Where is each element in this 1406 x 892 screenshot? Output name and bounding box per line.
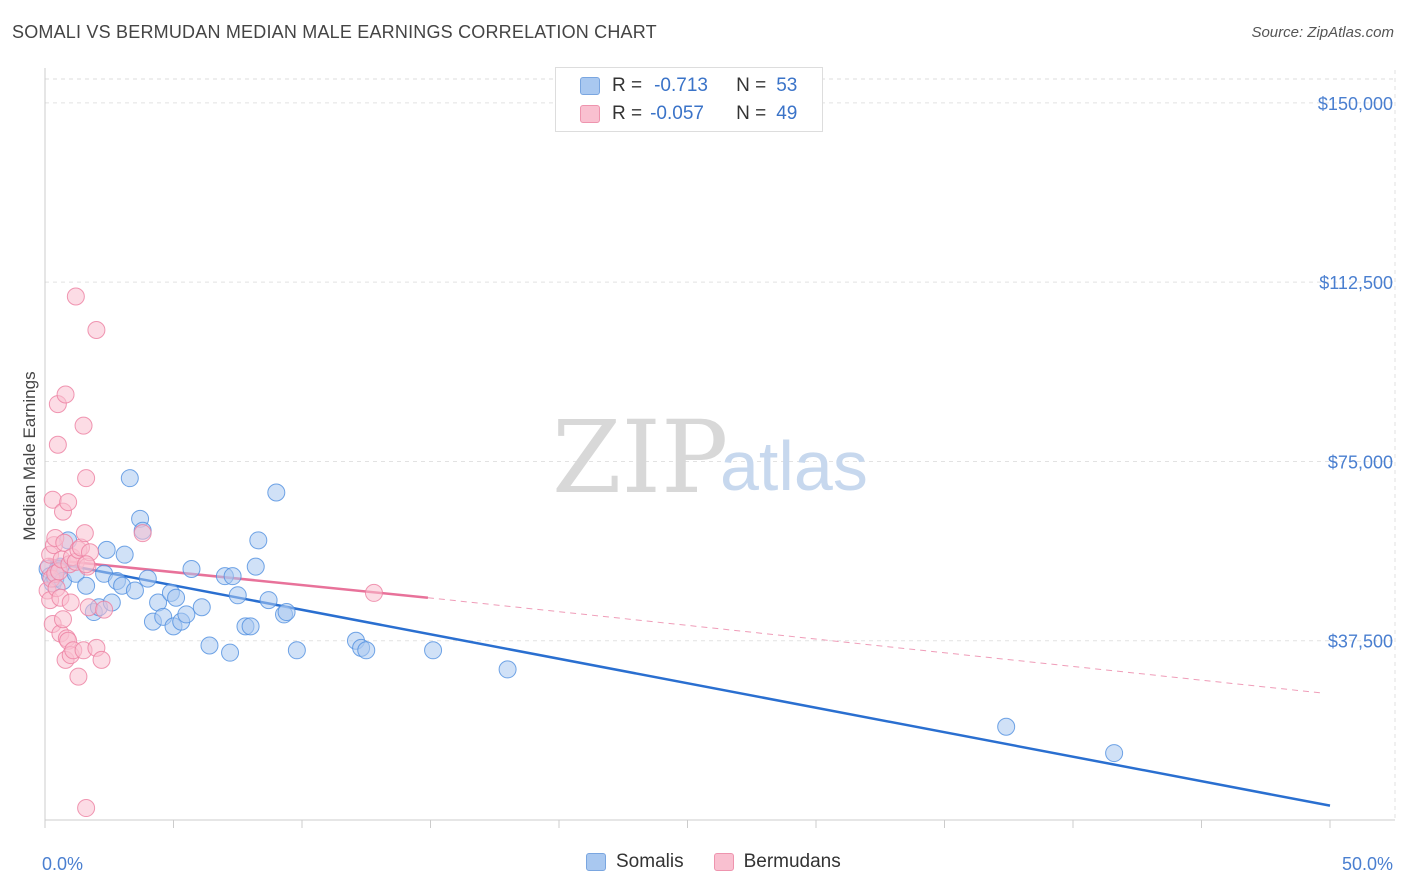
legend-n-value: 53 xyxy=(776,75,798,96)
series-legend-somalis[interactable]: Somalis xyxy=(586,851,684,873)
y-tick-label: $112,500 xyxy=(1319,273,1393,293)
somalis-point xyxy=(97,540,116,559)
watermark-zip: ZIP xyxy=(552,399,728,516)
legend-row-somalis: R = -0.713 N = 53 xyxy=(580,73,797,99)
legend-r-label: R = xyxy=(612,75,643,96)
bermudans-point xyxy=(74,416,93,435)
bermudans-point xyxy=(48,435,67,454)
correlation-legend: R = -0.713 N = 53 R = -0.057 N = 49 xyxy=(555,67,823,132)
data-points xyxy=(38,287,1124,818)
somalis-point xyxy=(424,641,443,660)
somalis-point xyxy=(182,560,201,579)
somalis-point xyxy=(138,569,157,588)
legend-n-label: N = xyxy=(736,75,767,96)
somalis-point xyxy=(259,591,278,610)
legend-r-value: -0.713 xyxy=(654,75,708,96)
somalis-point xyxy=(277,603,296,622)
bermudans-point xyxy=(69,667,88,686)
somalis-point xyxy=(200,636,219,655)
somalis-point xyxy=(249,531,268,550)
bermudans-point xyxy=(59,493,78,512)
somalis-point xyxy=(357,641,376,660)
bermudans-point xyxy=(95,600,114,619)
bermudans-point xyxy=(77,469,96,488)
y-tick-label: $37,500 xyxy=(1328,632,1393,652)
bermudans-point xyxy=(75,524,94,543)
legend-swatch-bermudans xyxy=(580,105,600,123)
bermudans-point xyxy=(56,385,75,404)
y-tick-label: $75,000 xyxy=(1328,452,1393,472)
bermudans-point xyxy=(87,320,106,339)
x-tick-label: 0.0% xyxy=(42,854,83,874)
somalis-point xyxy=(221,643,240,662)
somalis-point xyxy=(997,717,1016,736)
somalis-point xyxy=(125,581,144,600)
somalis-point xyxy=(228,586,247,605)
bermudans-point xyxy=(61,593,80,612)
legend-swatch-somalis xyxy=(580,77,600,95)
series-label-bermudans: Bermudans xyxy=(743,851,841,872)
watermark: ZIP atlas xyxy=(552,399,868,516)
bermudans-point xyxy=(77,799,96,818)
bermudans-point xyxy=(79,598,98,617)
legend-n-label: N = xyxy=(736,103,767,124)
somalis-point xyxy=(120,469,139,488)
bermudans-point xyxy=(92,650,111,669)
legend-r-label: R = xyxy=(612,103,643,124)
watermark-atlas: atlas xyxy=(720,427,868,505)
somalis-point xyxy=(267,483,286,502)
y-tick-labels: $37,500 $75,000 $112,500 $150,000 xyxy=(1318,94,1393,652)
y-axis-title: Median Male Earnings xyxy=(20,371,39,540)
legend-r-value: -0.057 xyxy=(650,103,704,124)
axes xyxy=(44,68,1395,828)
somalis-point xyxy=(1105,744,1124,763)
somalis-point xyxy=(192,598,211,617)
x-tick-labels: 0.0% 50.0% xyxy=(42,854,1393,874)
bermudans-point xyxy=(66,287,85,306)
somalis-point xyxy=(223,567,242,586)
somalis-point xyxy=(287,641,306,660)
chart-source: Source: ZipAtlas.com xyxy=(1251,24,1394,41)
legend-n-value: 49 xyxy=(776,103,798,124)
series-label-somalis: Somalis xyxy=(616,851,684,872)
bermudans-point xyxy=(53,610,72,629)
y-tick-label: $150,000 xyxy=(1318,94,1393,114)
somalis-point xyxy=(241,617,260,636)
somalis-point xyxy=(246,557,265,576)
bermudans-point xyxy=(364,583,383,602)
bermudans-point xyxy=(77,555,96,574)
chart-title: SOMALI VS BERMUDAN MEDIAN MALE EARNINGS … xyxy=(12,22,657,42)
x-tick-label: 50.0% xyxy=(1342,854,1393,874)
series-swatch-somalis xyxy=(586,853,606,871)
somalis-point xyxy=(115,545,134,564)
bermudans-trend-extension xyxy=(427,597,1325,694)
somalis-point xyxy=(498,660,517,679)
legend-row-bermudans: R = -0.057 N = 49 xyxy=(580,101,797,127)
series-swatch-bermudans xyxy=(713,853,734,871)
somalis-point xyxy=(177,605,196,624)
series-legend-bermudans[interactable]: Bermudans xyxy=(713,851,841,873)
bermudans-point xyxy=(55,533,74,552)
somalis-point xyxy=(77,576,96,595)
series-legend: Somalis Bermudans xyxy=(586,851,871,873)
bermudans-point xyxy=(133,524,152,543)
somalis-point xyxy=(167,588,186,607)
